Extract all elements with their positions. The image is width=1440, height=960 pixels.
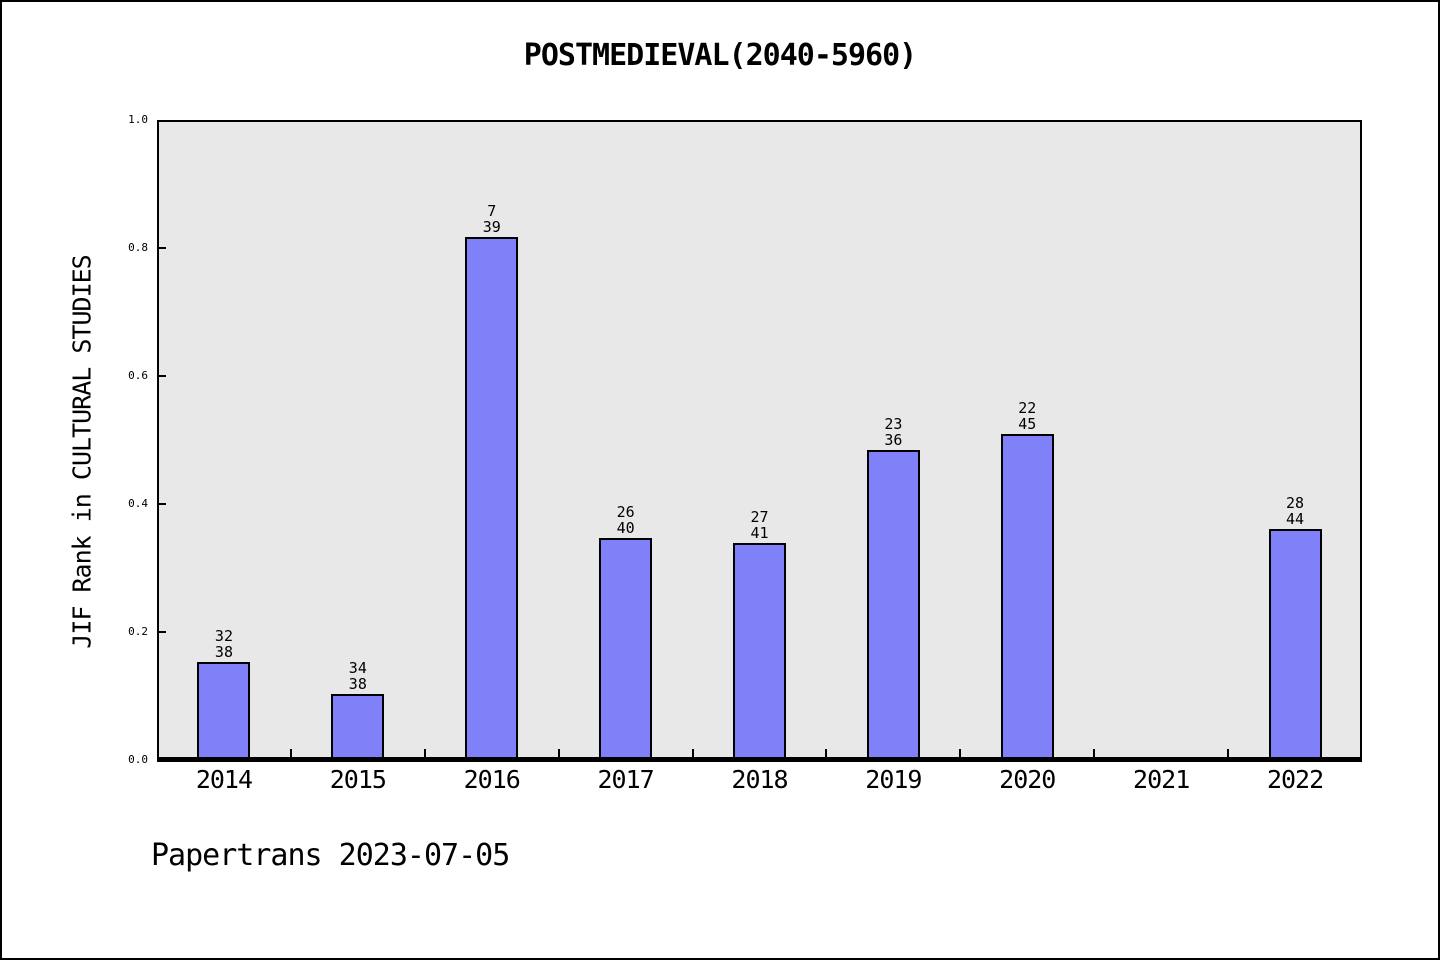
- bar-value-label-2022: 28 44: [1286, 494, 1305, 529]
- y-tick-label-0.6: 0.6: [128, 369, 148, 382]
- x-tick-mark-1: [289, 749, 292, 757]
- x-tick-label-2022: 2022: [1266, 765, 1324, 794]
- x-tick-label-2016: 2016: [463, 765, 521, 794]
- bar-value-label-2014: 32 38: [214, 627, 233, 662]
- bar-2019: [866, 449, 920, 762]
- y-tick-mark-0.2: [157, 631, 166, 633]
- x-tick-mark-7: [1093, 749, 1096, 757]
- bar-2016: [465, 237, 519, 762]
- y-tick-label-0.2: 0.2: [128, 625, 148, 638]
- x-tick-mark-2: [423, 749, 426, 757]
- bar-value-label-2019: 23 36: [884, 414, 903, 449]
- y-tick-mark-0.8: [157, 247, 166, 249]
- bar-2020: [1000, 434, 1054, 762]
- x-tick-mark-3: [557, 749, 560, 757]
- x-tick-mark-5: [825, 749, 828, 757]
- bar-value-label-2020: 22 45: [1018, 399, 1037, 434]
- x-tick-label-2015: 2015: [329, 765, 387, 794]
- bar-2015: [331, 694, 385, 762]
- bar-2014: [197, 662, 251, 762]
- bar-2018: [733, 543, 786, 762]
- x-tick-label-2021: 2021: [1133, 765, 1190, 794]
- x-tick-label-2019: 2019: [865, 765, 922, 794]
- x-tick-mark-6: [959, 749, 962, 757]
- y-tick-mark-0.6: [157, 375, 166, 377]
- y-tick-label-0.8: 0.8: [128, 241, 148, 254]
- bar-value-label-2015: 34 38: [348, 659, 367, 694]
- chart-title: POSTMEDIEVAL(2040-5960): [523, 38, 917, 73]
- x-tick-mark-4: [691, 749, 694, 757]
- y-tick-label-0.0: 0.0: [128, 753, 148, 766]
- footer-note: Papertrans 2023-07-05: [151, 838, 510, 873]
- bar-2022: [1268, 529, 1322, 762]
- y-tick-label-0.4: 0.4: [128, 497, 148, 510]
- y-tick-label-1.0: 1.0: [128, 113, 148, 126]
- x-tick-label-2020: 2020: [999, 765, 1056, 794]
- x-tick-label-2017: 2017: [597, 765, 655, 794]
- x-tick-mark-8: [1227, 749, 1230, 757]
- y-tick-mark-0.4: [157, 503, 166, 505]
- y-axis-title: JIF Rank in CULTURAL STUDIES: [67, 255, 97, 649]
- bar-value-label-2017: 26 40: [616, 503, 635, 537]
- bar-value-label-2016: 7 39: [482, 202, 501, 237]
- bar-2017: [599, 538, 653, 762]
- x-tick-label-2014: 2014: [195, 765, 253, 794]
- x-tick-label-2018: 2018: [731, 765, 788, 794]
- bar-value-label-2018: 27 41: [750, 508, 769, 543]
- plot-area: 32 38 34 38 7 39 26 40 27 41 23 36 22 45 28 44: [157, 120, 1362, 762]
